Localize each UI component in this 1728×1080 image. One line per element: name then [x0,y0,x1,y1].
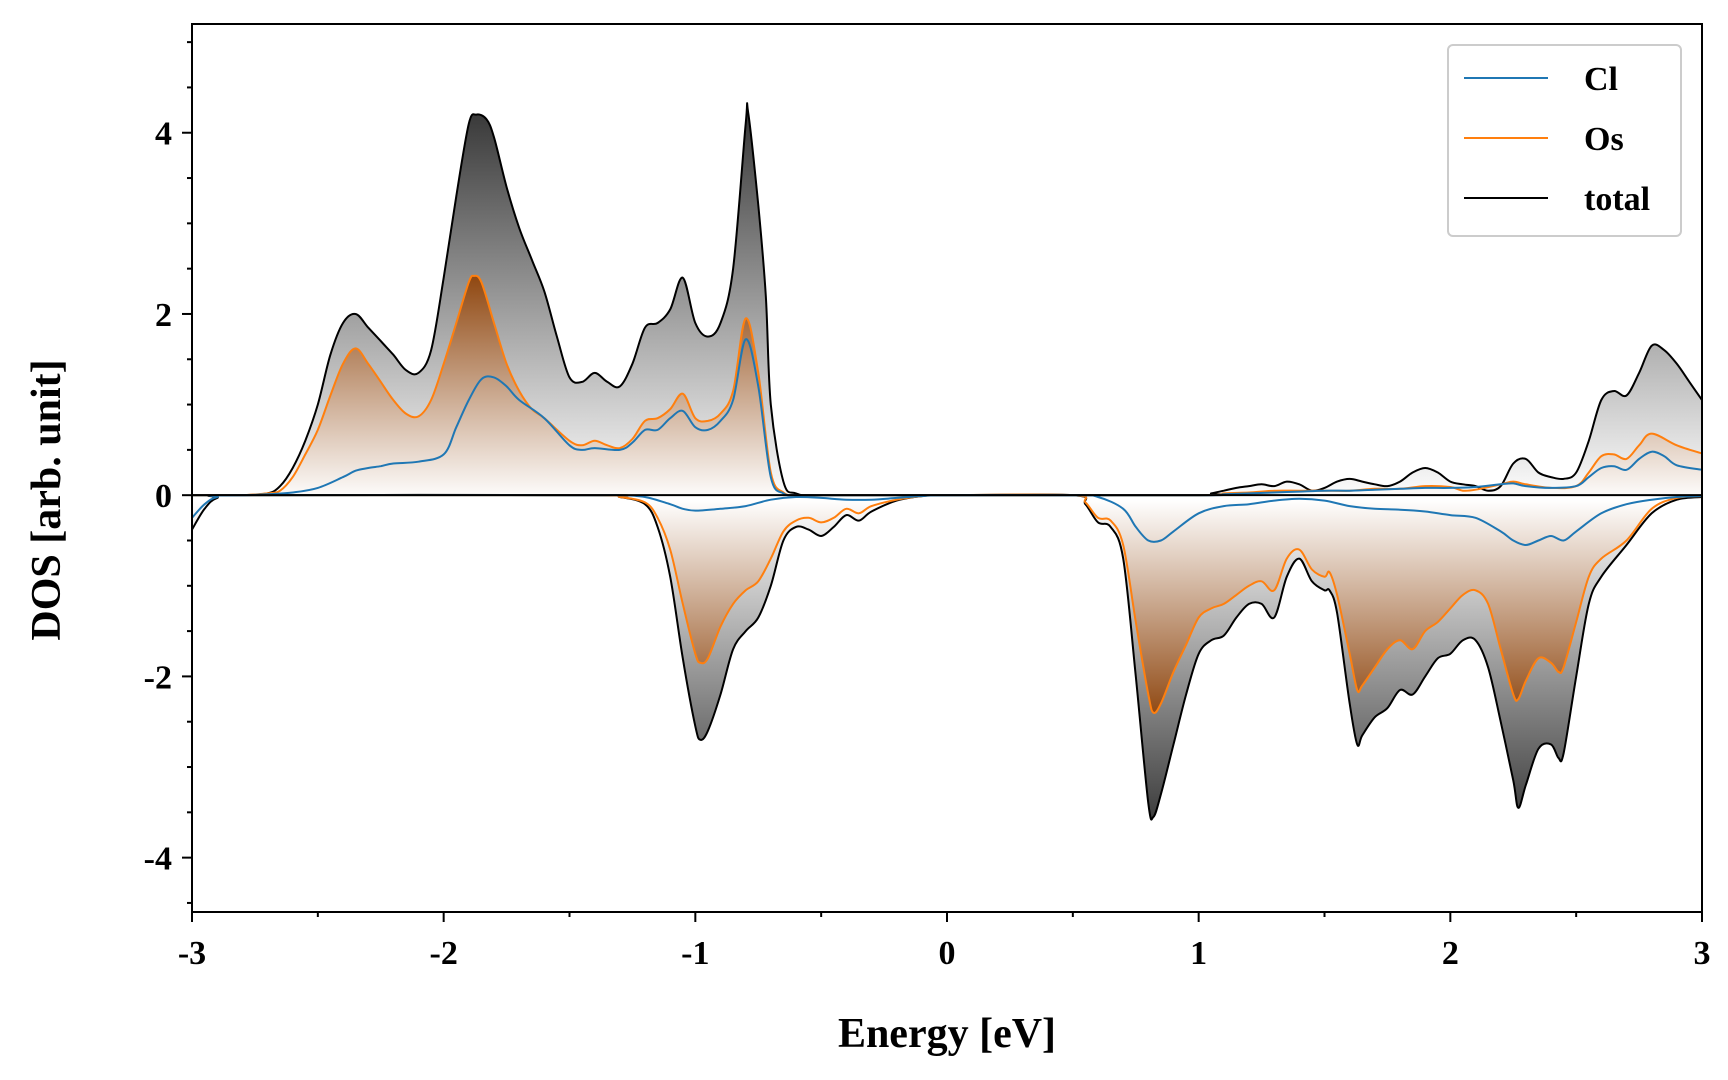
y-tick-label: 4 [155,116,172,153]
y-tick-label: 0 [155,478,172,515]
area-os-down [192,494,1702,714]
y-tick-label: -4 [144,841,172,878]
x-tick-label: 1 [1190,935,1207,972]
x-tick-label: -1 [681,935,709,972]
legend-box [1447,44,1682,237]
line-total-up [192,102,1702,497]
x-tick-label: 0 [939,935,956,972]
y-tick-label: 2 [155,297,172,334]
legend-label-os: Os [1584,121,1624,158]
line-layer [192,102,1702,821]
x-tick-label: 3 [1694,935,1711,972]
line-cl-down [192,494,1702,546]
x-tick-label: -2 [430,935,458,972]
legend-label-cl: Cl [1584,61,1618,98]
x-axis-title: Energy [eV] [838,1011,1056,1057]
area-total-up [192,103,1702,496]
x-tick-label: -3 [178,935,206,972]
y-axis-title: DOS [arb. unit] [24,359,70,640]
y-tick-label: -2 [144,659,172,696]
line-cl-up [192,338,1702,497]
line-os-up [192,274,1702,497]
line-os-down [192,493,1702,715]
tick-layer: -3 -2 -1 0 1 2 3 -4 -2 0 2 4 [144,41,1711,972]
x-tick-label: 2 [1442,935,1459,972]
legend-label-total: total [1584,181,1650,218]
line-total-down [192,493,1702,821]
legend: Cl Os total [1447,44,1682,237]
area-os-up [192,275,1702,496]
